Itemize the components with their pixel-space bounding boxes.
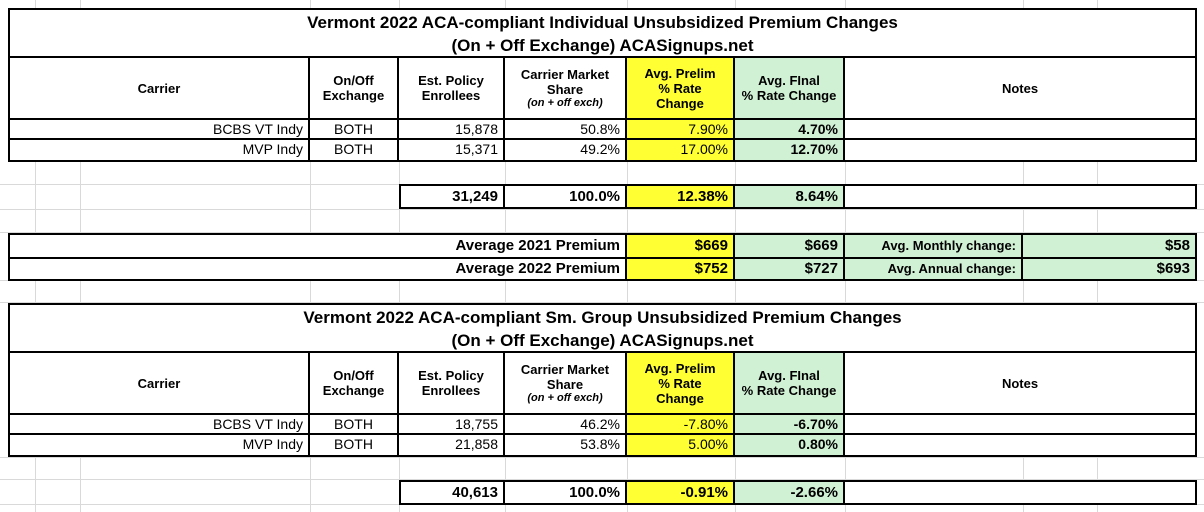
notes-cell [845,140,1195,160]
gridline-horizontal [0,302,1204,303]
total-share-cell: 100.0% [505,186,627,207]
table-subtitle: (On + Off Exchange) ACASignups.net [451,36,754,55]
individual-total-row: 31,249 100.0% 12.38% 8.64% [399,184,1197,209]
average-prelim-cell: $669 [627,235,735,257]
header-row: Carrier On/Off Exchange Est. Policy Enro… [10,353,1195,415]
enrollees-cell: 15,878 [399,120,505,138]
header-prelim: Avg. Prelim % Rate Change [627,58,735,118]
prelim-cell: 7.90% [627,120,735,138]
total-enrollees-cell: 40,613 [401,482,505,503]
table-title-block: Vermont 2022 ACA-compliant Individual Un… [10,10,1195,58]
share-cell: 53.8% [505,435,627,455]
total-final-cell: -2.66% [735,482,845,503]
total-final-cell: 8.64% [735,186,845,207]
header-prelim: Avg. Prelim % Rate Change [627,353,735,413]
notes-cell [845,415,1195,433]
total-enrollees-cell: 31,249 [401,186,505,207]
table-row: MVP Indy BOTH 21,858 53.8% 5.00% 0.80% [10,435,1195,455]
exchange-cell: BOTH [310,435,399,455]
average-final-cell: $669 [735,235,845,257]
exchange-cell: BOTH [310,120,399,138]
header-enrollees: Est. Policy Enrollees [399,353,505,413]
carrier-cell: BCBS VT Indy [10,415,310,433]
enrollees-cell: 18,755 [399,415,505,433]
enrollees-cell: 21,858 [399,435,505,455]
header-notes: Notes [1001,375,1039,391]
header-exchange: On/Off Exchange [310,58,399,118]
header-enrollees: Est. Policy Enrollees [399,58,505,118]
gridline-horizontal [0,209,1204,210]
table-subtitle: (On + Off Exchange) ACASignups.net [451,331,754,350]
share-cell: 46.2% [505,415,627,433]
header-market-share-note: (on + off exch) [527,391,603,404]
average-label: Average 2022 Premium [10,259,627,279]
monthly-change-value: $58 [1023,235,1195,257]
table-row: MVP Indy BOTH 15,371 49.2% 17.00% 12.70% [10,140,1195,160]
total-prelim-cell: -0.91% [627,482,735,503]
average-premium-box: Average 2021 Premium $669 $669 Avg. Mont… [8,233,1197,281]
table-title: Vermont 2022 ACA-compliant Individual Un… [307,13,898,32]
individual-table: Vermont 2022 ACA-compliant Individual Un… [8,8,1197,162]
average-2021-row: Average 2021 Premium $669 $669 Avg. Mont… [10,235,1195,259]
table-row: BCBS VT Indy BOTH 18,755 46.2% -7.80% -6… [10,415,1195,435]
header-market-share-main: Carrier Market Share [520,66,610,97]
notes-cell [845,435,1195,455]
carrier-cell: MVP Indy [10,435,310,455]
share-cell: 50.8% [505,120,627,138]
header-exchange: On/Off Exchange [310,353,399,413]
annual-change-label: Avg. Annual change: [845,259,1023,279]
final-cell: -6.70% [735,415,845,433]
header-notes: Notes [1001,80,1039,96]
small-group-table: Vermont 2022 ACA-compliant Sm. Group Uns… [8,303,1197,457]
table-title: Vermont 2022 ACA-compliant Sm. Group Uns… [303,308,902,327]
average-2022-row: Average 2022 Premium $752 $727 Avg. Annu… [10,259,1195,279]
table-row: BCBS VT Indy BOTH 15,878 50.8% 7.90% 4.7… [10,120,1195,140]
header-carrier: Carrier [10,353,310,413]
share-cell: 49.2% [505,140,627,160]
final-cell: 0.80% [735,435,845,455]
prelim-cell: 5.00% [627,435,735,455]
header-market-share: Carrier Market Share (on + off exch) [505,353,627,413]
gridline-horizontal [0,457,1204,458]
final-cell: 4.70% [735,120,845,138]
exchange-cell: BOTH [310,415,399,433]
header-carrier: Carrier [10,58,310,118]
gridline-horizontal [0,232,1204,233]
exchange-cell: BOTH [310,140,399,160]
total-notes-cell [845,482,1195,503]
carrier-cell: MVP Indy [10,140,310,160]
prelim-cell: -7.80% [627,415,735,433]
table-title-block: Vermont 2022 ACA-compliant Sm. Group Uns… [10,305,1195,353]
average-prelim-cell: $752 [627,259,735,279]
prelim-cell: 17.00% [627,140,735,160]
header-market-share-main: Carrier Market Share [520,361,610,392]
total-notes-cell [845,186,1195,207]
enrollees-cell: 15,371 [399,140,505,160]
notes-cell [845,120,1195,138]
annual-change-value: $693 [1023,259,1195,279]
average-label: Average 2021 Premium [10,235,627,257]
small-group-total-row: 40,613 100.0% -0.91% -2.66% [399,480,1197,505]
header-market-share: Carrier Market Share (on + off exch) [505,58,627,118]
monthly-change-label: Avg. Monthly change: [845,235,1023,257]
gridline-horizontal [0,479,1204,480]
carrier-cell: BCBS VT Indy [10,120,310,138]
header-final: Avg. FInal % Rate Change [735,58,845,118]
header-final: Avg. FInal % Rate Change [735,353,845,413]
header-row: Carrier On/Off Exchange Est. Policy Enro… [10,58,1195,120]
total-share-cell: 100.0% [505,482,627,503]
final-cell: 12.70% [735,140,845,160]
average-final-cell: $727 [735,259,845,279]
total-prelim-cell: 12.38% [627,186,735,207]
header-market-share-note: (on + off exch) [527,96,603,109]
